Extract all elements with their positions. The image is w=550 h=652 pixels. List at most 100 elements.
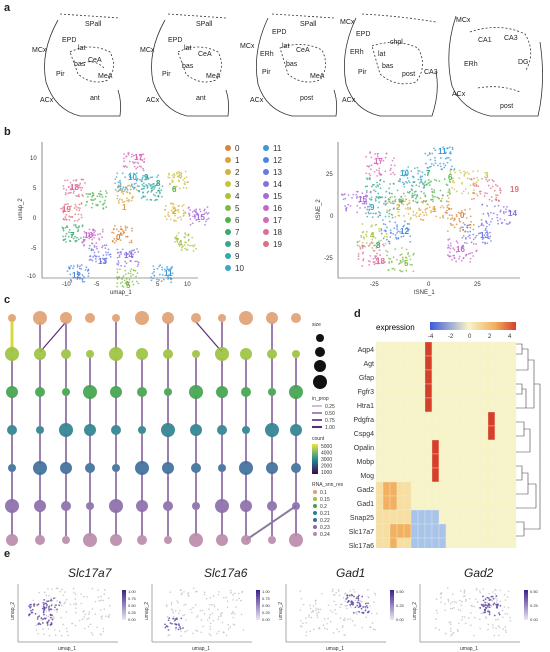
tsne-point	[384, 200, 387, 202]
tsne-point	[399, 269, 401, 272]
umap-point	[122, 275, 125, 277]
umap-point	[115, 176, 118, 178]
feature-point	[351, 620, 354, 622]
umap-point	[112, 232, 115, 234]
count-colorbar	[312, 444, 318, 474]
feature-xlabel: umap_1	[460, 646, 478, 652]
umap-point	[118, 277, 120, 279]
tsne-point	[434, 149, 437, 152]
feature-point-high	[492, 603, 495, 606]
clustree-node	[85, 313, 95, 323]
feature-point	[187, 594, 190, 597]
tsne-point	[449, 181, 452, 184]
tsne-point	[496, 185, 499, 187]
clustree-node	[34, 348, 46, 360]
feature-point	[229, 589, 232, 592]
umap-point	[71, 215, 74, 218]
feature-point	[308, 614, 310, 617]
a-s4-label: chpl	[390, 39, 403, 46]
umap-point	[188, 214, 191, 217]
feature-point	[435, 618, 437, 620]
feature-point	[209, 597, 212, 599]
umap-point	[185, 187, 188, 189]
feature-point	[484, 616, 487, 618]
umap-point	[160, 280, 163, 283]
umap-point	[135, 188, 138, 191]
legend-dot	[225, 217, 231, 223]
clustree-node	[164, 388, 172, 396]
heatmap-cell	[396, 383, 405, 399]
heatmap-cell	[431, 397, 440, 413]
umap-point	[95, 245, 98, 248]
feature-point	[439, 593, 442, 595]
heatmap-gene-label: Gad1	[357, 501, 374, 508]
heatmap-cell	[494, 495, 503, 511]
tsne-point	[396, 228, 398, 230]
heatmap-cell	[424, 523, 433, 539]
feature-point-high	[43, 617, 46, 620]
heatmap-cell	[438, 411, 447, 427]
tsne-point	[444, 211, 447, 214]
feature-point-high	[50, 622, 53, 624]
umap-point	[150, 199, 153, 201]
umap-point	[167, 211, 170, 214]
tsne-point	[469, 252, 472, 255]
tsne-point	[368, 212, 370, 215]
umap-point	[119, 179, 121, 182]
heatmap-cell	[473, 495, 482, 511]
tsne-point	[361, 231, 364, 234]
umap-point	[122, 286, 125, 288]
umap-point	[101, 230, 104, 233]
heatmap-gene-label: Opalin	[354, 445, 374, 452]
clustree-node	[137, 387, 147, 397]
heatmap-cell	[382, 425, 391, 441]
heatmap-gene-label: Mog	[360, 473, 374, 480]
umap-point	[76, 219, 79, 222]
feature-point	[94, 600, 97, 603]
feature-point	[449, 602, 452, 605]
feature-scale-label: 0.75	[128, 596, 137, 601]
panel-d-heatmap: expression -4 -2 0 2 4 Aqp4AgtGfapFgfr3Htra1…	[349, 322, 541, 548]
umap-point	[72, 237, 75, 240]
tsne-point	[404, 195, 406, 197]
feature-point	[492, 591, 494, 593]
tsne-point	[495, 194, 497, 196]
count-legend-label: 1000	[321, 470, 332, 476]
clustree-node	[136, 348, 148, 360]
feature-point	[178, 612, 180, 615]
feature-point-high	[482, 599, 485, 602]
tsne-point	[362, 258, 365, 260]
feature-point-high	[498, 612, 500, 614]
heatmap-cell	[424, 467, 433, 483]
a-s5-label: ACx	[452, 91, 466, 98]
umap-cluster-label: 18	[70, 183, 79, 192]
tsne-point	[462, 226, 464, 229]
feature-point	[504, 612, 507, 615]
feature-point-high	[51, 618, 54, 621]
feature-point	[165, 603, 168, 606]
feature-point	[350, 606, 352, 608]
tsne-point	[472, 255, 475, 257]
a-s1-label: CeA	[88, 57, 102, 64]
umap-cluster-label: 5	[126, 281, 131, 290]
tsne-point	[343, 193, 346, 195]
umap-point	[124, 229, 127, 231]
tsne-point	[389, 196, 392, 199]
feature-xlabel: umap_1	[58, 646, 76, 652]
tsne-point	[499, 187, 501, 190]
umap-point	[78, 218, 80, 221]
feature-point	[53, 609, 56, 611]
tsne-point	[402, 260, 405, 263]
tsne-point	[393, 183, 395, 185]
tsne-point	[446, 156, 448, 159]
umap-point	[135, 179, 138, 182]
umap-point	[182, 186, 185, 189]
umap-point	[193, 215, 196, 218]
feature-point-high	[497, 603, 499, 606]
heatmap-cell	[382, 369, 391, 385]
clustree-node	[111, 425, 121, 435]
feature-point	[495, 618, 497, 621]
tsne-cluster-label: 19	[510, 185, 519, 194]
umap-point	[191, 210, 194, 213]
feature-point	[180, 634, 183, 637]
